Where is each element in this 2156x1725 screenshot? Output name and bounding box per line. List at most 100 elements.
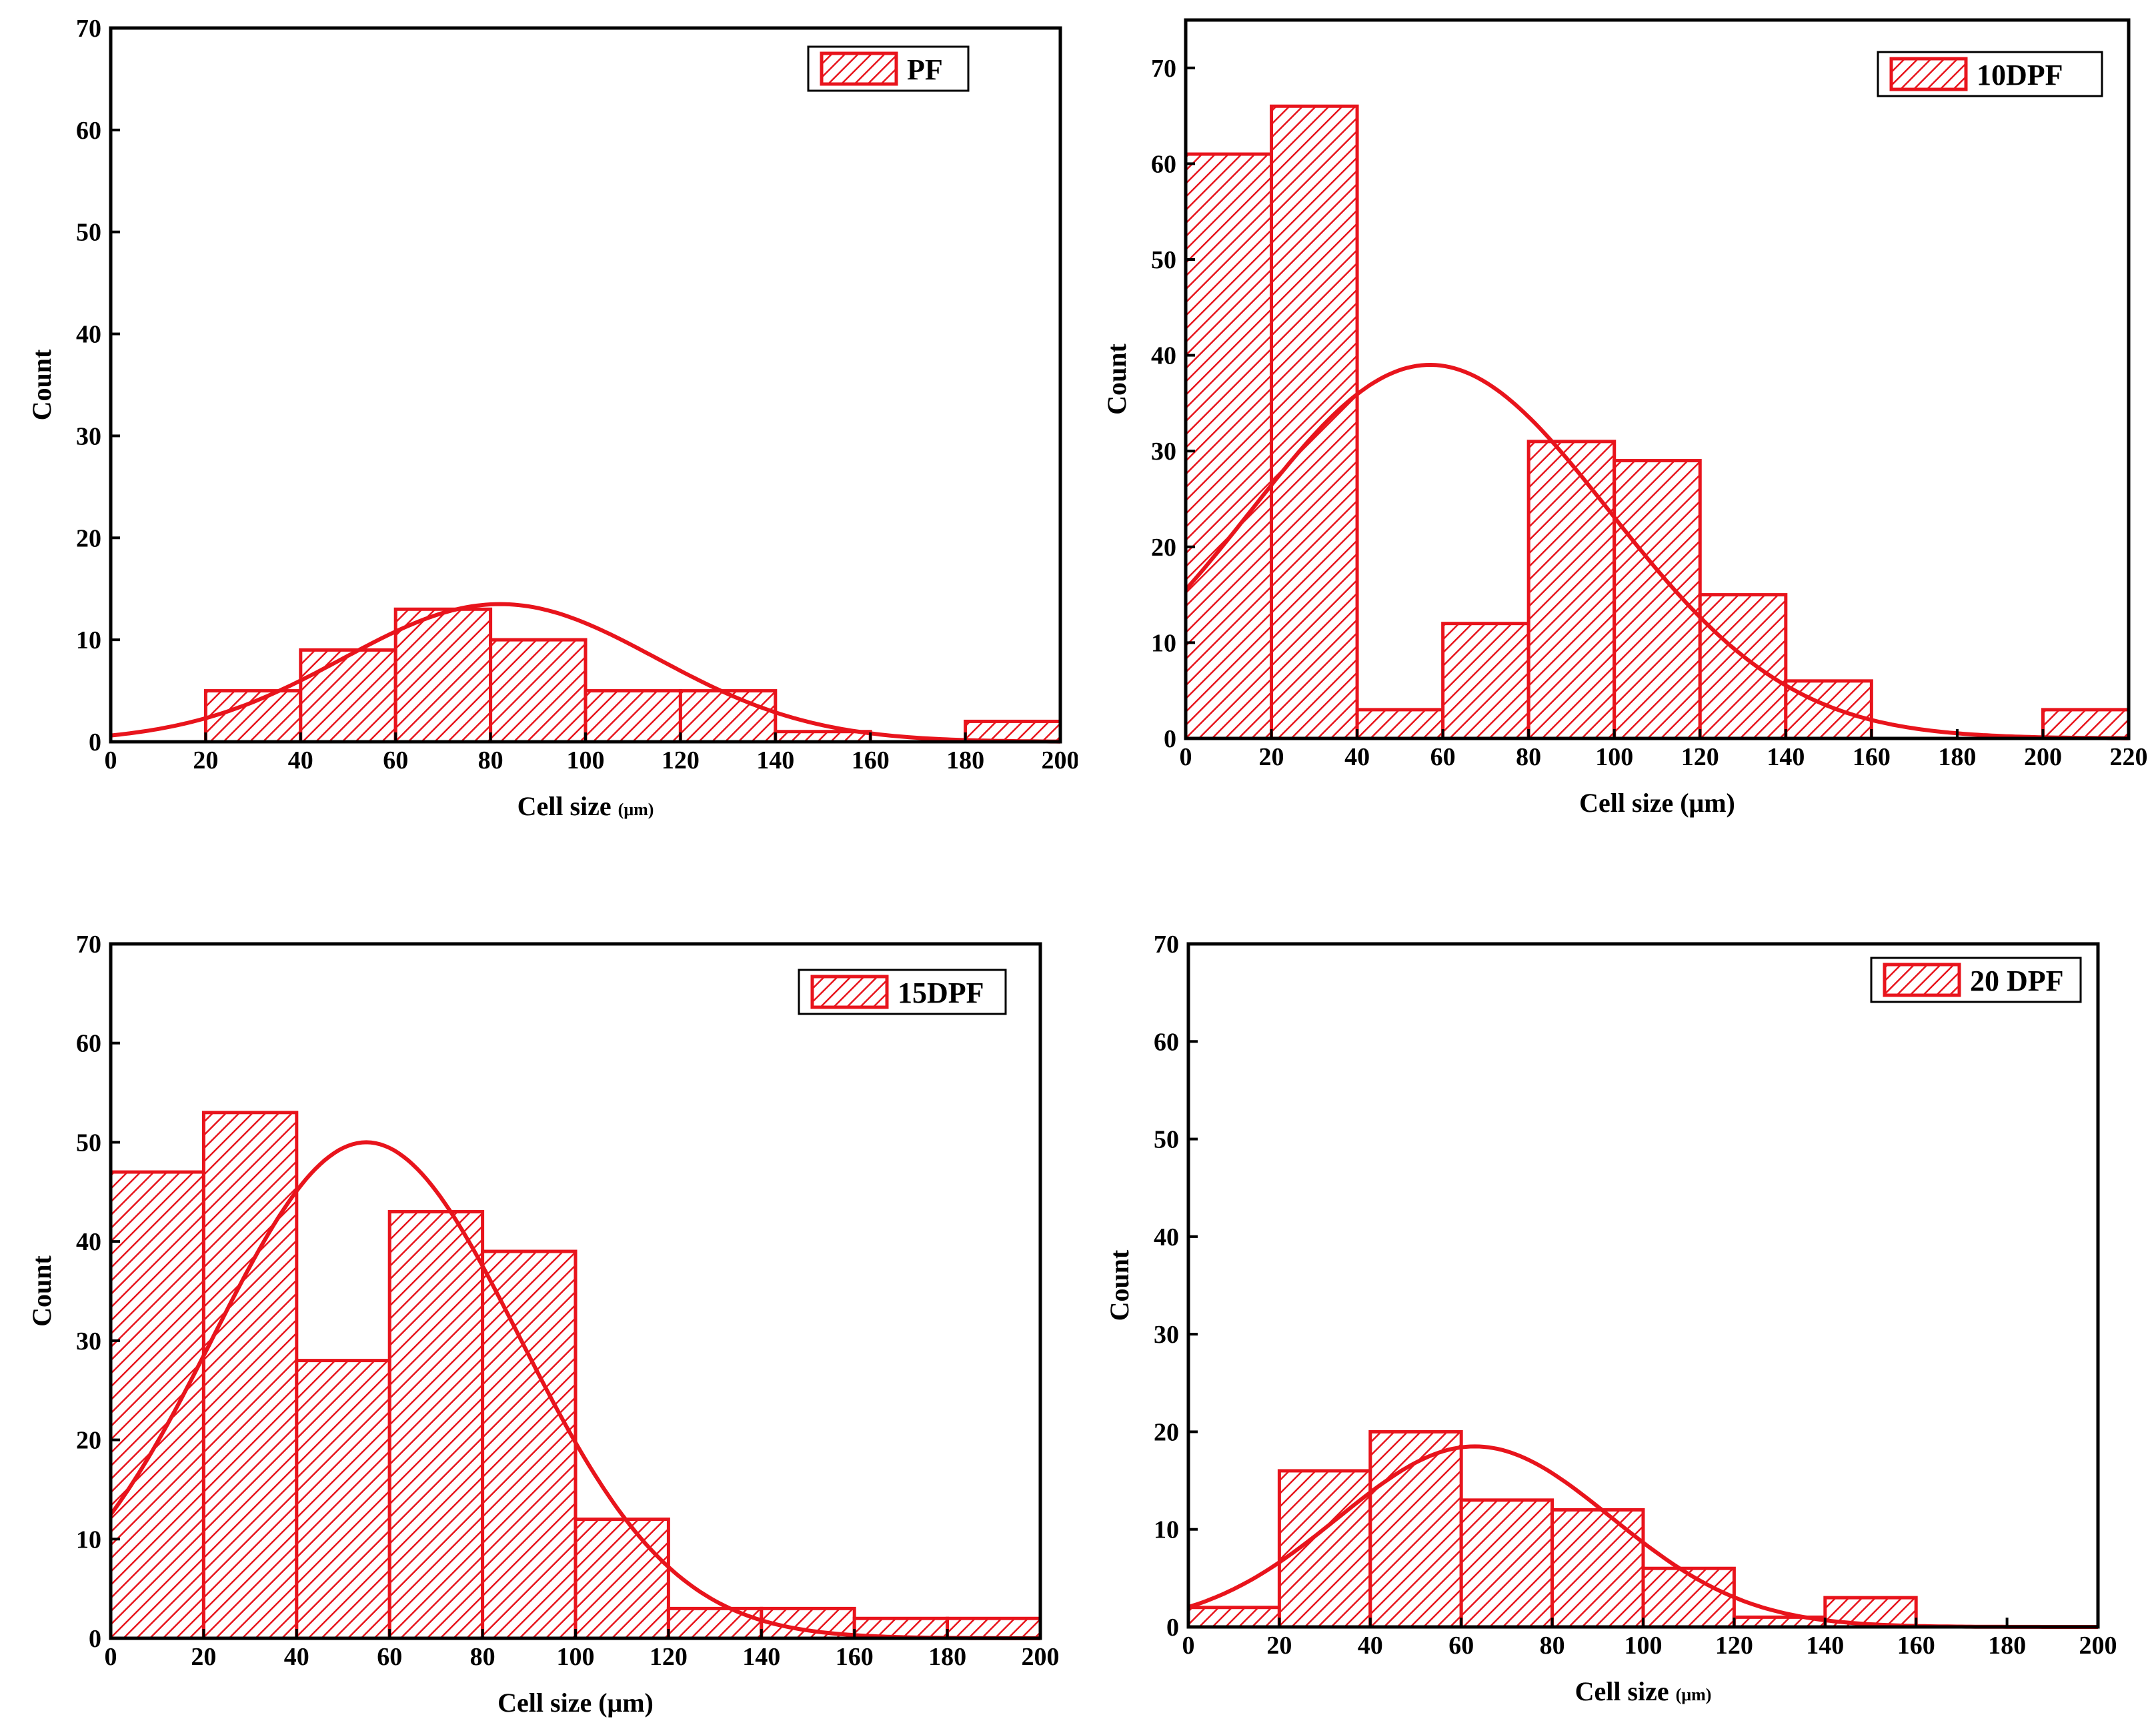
- x-tick-label: 160: [1897, 1632, 1935, 1660]
- x-tick-label: 140: [1767, 743, 1805, 771]
- histogram-bar: [1526, 440, 1616, 740]
- x-axis-label: Cell size (μm): [517, 791, 654, 821]
- y-tick-label: 50: [76, 219, 101, 247]
- histogram-bar: [201, 1111, 299, 1640]
- histogram-20dpf: 0 20 40 60 80 100 120 140 160 180 200 0 10 20 30 40 50 60…: [1078, 862, 2156, 1725]
- legend-swatch: [1889, 57, 1968, 91]
- x-tick-label: 80: [1516, 743, 1541, 771]
- histogram-bar: [584, 689, 682, 744]
- x-tick-label: 220: [2110, 743, 2148, 771]
- x-tick-label: 20: [191, 1643, 216, 1671]
- histogram-pf: 0 20 40 60 80 100 120 140 160 180 200 0 10 20 30 40 50 60…: [0, 0, 1078, 862]
- y-tick-label: 70: [76, 931, 101, 959]
- histogram-bar: [1186, 1606, 1281, 1629]
- y-tick-label: 20: [1154, 1418, 1179, 1446]
- y-tick-label: 70: [1154, 931, 1179, 959]
- x-tick-label: 120: [1715, 1632, 1753, 1660]
- y-tick-label: 70: [76, 15, 101, 43]
- legend-swatch: [810, 975, 889, 1009]
- histogram-bar: [1355, 708, 1445, 740]
- x-tick-label: 20: [1266, 1632, 1292, 1660]
- x-tick-label: 0: [105, 746, 117, 774]
- histogram-bar: [1184, 152, 1274, 740]
- y-tick-label: 40: [1151, 342, 1176, 370]
- y-tick-label: 10: [1151, 629, 1176, 657]
- x-tick-label: 40: [284, 1643, 309, 1671]
- y-tick-label: 40: [1154, 1223, 1179, 1251]
- x-tick-label: 200: [1042, 746, 1078, 774]
- x-tick-label: 60: [1430, 743, 1456, 771]
- x-tick-label: 80: [478, 746, 503, 774]
- histogram-15dpf: 0 20 40 60 80 100 120 140 160 180 200 0 10 20 30 40 50 60…: [0, 862, 1078, 1725]
- x-tick-label: 40: [1358, 1632, 1383, 1660]
- y-tick-label: 50: [1151, 246, 1176, 274]
- legend-label: 10DPF: [1977, 59, 2063, 91]
- x-tick-label: 160: [836, 1643, 874, 1671]
- histogram-bar: [387, 1210, 485, 1640]
- y-tick-label: 30: [76, 1327, 101, 1355]
- histogram-bar: [666, 1606, 764, 1640]
- fit-curve: [1184, 362, 2129, 740]
- y-tick-label: 60: [76, 1030, 101, 1058]
- x-axis-label: Cell size (μm): [1579, 788, 1735, 818]
- y-tick-label: 0: [89, 728, 101, 756]
- legend-label: PF: [907, 53, 943, 86]
- histogram-bar: [1641, 1566, 1736, 1629]
- x-tick-label: 100: [567, 746, 605, 774]
- y-tick-label: 20: [1151, 534, 1176, 562]
- y-tick-label: 70: [1151, 55, 1176, 83]
- histogram-bar: [1270, 104, 1359, 740]
- x-tick-label: 60: [383, 746, 408, 774]
- histogram-bar: [109, 1170, 205, 1640]
- histogram-bar: [2041, 708, 2131, 740]
- x-tick-label: 140: [1806, 1632, 1844, 1660]
- x-tick-label: 200: [2024, 743, 2062, 771]
- legend-swatch: [1883, 963, 1961, 997]
- x-tick-label: 40: [1344, 743, 1370, 771]
- y-tick-label: 60: [1154, 1028, 1179, 1056]
- histogram-bar: [393, 607, 493, 744]
- x-tick-label: 60: [1448, 1632, 1474, 1660]
- histogram-bar: [1441, 622, 1530, 740]
- y-tick-label: 60: [1151, 150, 1176, 178]
- y-axis-label: Count: [27, 349, 57, 420]
- x-axis-label: Cell size (μm): [1575, 1676, 1712, 1706]
- histogram-bar: [481, 1249, 578, 1640]
- x-tick-label: 80: [470, 1643, 495, 1671]
- histogram-bar: [1277, 1469, 1372, 1629]
- chart-svg: 0 20 40 60 80 100 120 140 160 180 200 0 10 20 30 40 50 60…: [27, 15, 1078, 821]
- y-tick-label: 50: [76, 1129, 101, 1157]
- x-tick-label: 100: [557, 1643, 595, 1671]
- plot-frame: [1184, 18, 2131, 740]
- x-tick-label: 180: [946, 746, 984, 774]
- histogram-bar: [1784, 679, 1873, 740]
- y-tick-label: 40: [76, 321, 101, 349]
- histogram-bar: [946, 1616, 1042, 1640]
- y-tick-label: 40: [76, 1228, 101, 1256]
- legend: 20 DPF: [1870, 957, 2082, 1003]
- histogram-bar: [1459, 1498, 1554, 1629]
- x-tick-label: 120: [650, 1643, 688, 1671]
- y-tick-label: 0: [1164, 725, 1176, 753]
- histogram-bar: [1698, 593, 1788, 740]
- legend-label: 15DPF: [898, 977, 984, 1009]
- y-axis-label: Count: [1102, 343, 1132, 414]
- histogram-bar: [489, 638, 588, 744]
- histogram-bar: [678, 689, 778, 744]
- chart-svg: 0 20 40 60 80 100 120 140 160 180 200 0 10 20 30 40 50 60…: [27, 931, 1060, 1718]
- histogram-bar: [299, 648, 397, 744]
- x-tick-label: 100: [1625, 1632, 1663, 1660]
- x-tick-label: 0: [1182, 1632, 1195, 1660]
- y-tick-label: 60: [76, 117, 101, 145]
- x-tick-label: 40: [288, 746, 313, 774]
- plot-frame: [109, 26, 1062, 744]
- x-tick-label: 160: [852, 746, 890, 774]
- chart-svg: 0 20 40 60 80 100 120 140 160 180 200 0 10 20 30 40 50 60…: [1104, 931, 2117, 1706]
- legend-swatch: [820, 51, 898, 86]
- x-tick-label: 60: [377, 1643, 402, 1671]
- x-tick-label: 20: [193, 746, 218, 774]
- y-tick-label: 0: [1166, 1614, 1179, 1642]
- histogram-bar: [1612, 459, 1702, 740]
- histogram-10dpf: 0 20 40 60 80 100 120 140 160 180 200 220 0 10 20 30 40 5…: [1078, 0, 2156, 862]
- legend-label: 20 DPF: [1970, 965, 2064, 997]
